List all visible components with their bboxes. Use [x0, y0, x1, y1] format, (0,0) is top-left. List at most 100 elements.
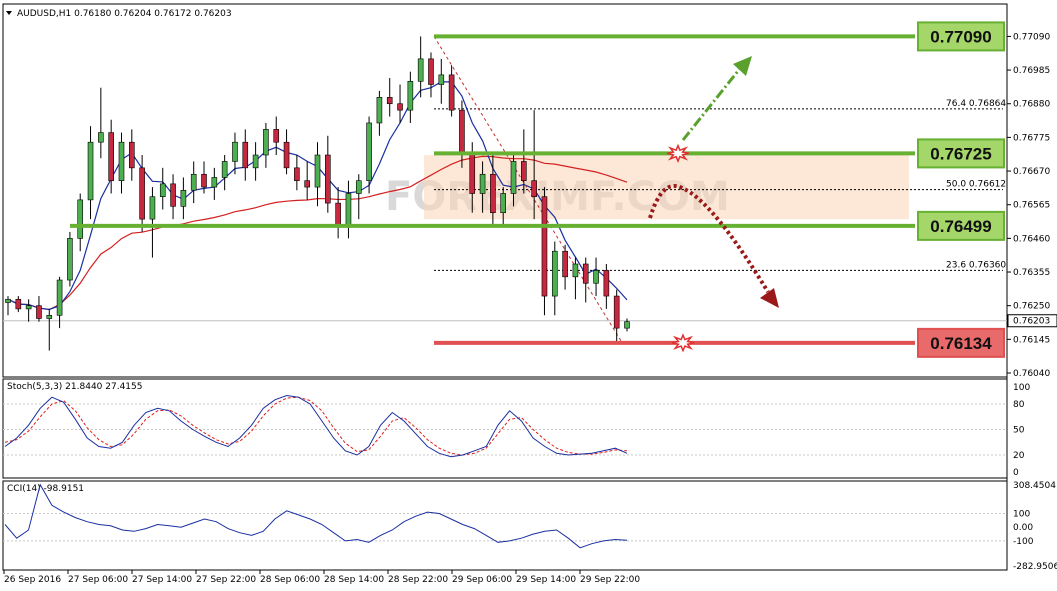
- candle-body: [572, 263, 579, 278]
- candle-body: [521, 161, 527, 181]
- candle-body: [242, 141, 249, 169]
- level-box: [917, 21, 1005, 52]
- candle-body: [603, 270, 610, 297]
- candle-body: [170, 183, 176, 207]
- price-tick-label: 0.76355: [1013, 268, 1050, 278]
- time-label: 27 Sep 14:00: [132, 575, 192, 585]
- candle-body: [479, 173, 486, 194]
- fib-label: 50.0 0.76612: [946, 180, 1006, 190]
- candle-body: [613, 295, 620, 329]
- level-label: 0.76725: [930, 144, 991, 163]
- candle-body: [345, 193, 352, 226]
- candle-body: [252, 154, 259, 169]
- cci-title: CCI(14) -98.9151: [7, 484, 84, 494]
- candle-body: [500, 193, 507, 214]
- candle-body: [201, 173, 207, 188]
- time-label: 29 Sep 22:00: [580, 575, 640, 585]
- price-tick-label: 0.76775: [1013, 133, 1050, 143]
- time-label: 26 Sep 2016: [4, 575, 61, 585]
- cci-line: [4, 483, 628, 549]
- bullish-arrow: [681, 65, 744, 141]
- time-label: 27 Sep 06:00: [68, 575, 128, 585]
- candle-body: [438, 74, 445, 85]
- candle-body: [221, 161, 228, 178]
- candle-body: [376, 97, 383, 124]
- fib-label: 23.6 0.76360: [946, 260, 1006, 270]
- time-label: 28 Sep 22:00: [388, 575, 448, 585]
- stoch-main-line: [4, 394, 628, 458]
- price-tick-label: 0.76145: [1013, 335, 1050, 345]
- level-label: 0.76134: [930, 334, 992, 353]
- bullish-arrow-head: [733, 56, 752, 76]
- bearish-arrow: [648, 184, 770, 294]
- price-tick-label: 0.76040: [1013, 369, 1050, 379]
- candle-body: [98, 132, 104, 143]
- candle-body: [366, 122, 372, 181]
- candle-body: [294, 167, 300, 181]
- candle-body: [490, 173, 496, 214]
- candle-body: [139, 167, 145, 220]
- level-box: [917, 210, 1005, 241]
- price-tick-label: 0.76985: [1013, 66, 1050, 76]
- price-tick-label: 0.76460: [1013, 234, 1050, 244]
- candle-body: [397, 103, 403, 111]
- candle-body: [15, 298, 22, 310]
- current-price-box: [1007, 314, 1057, 328]
- time-label: 27 Sep 22:00: [196, 575, 256, 585]
- price-tick-label: 0.76880: [1013, 100, 1050, 110]
- bearish-arrow-head: [760, 288, 779, 308]
- stoch-tick-label: 80: [1013, 400, 1025, 410]
- price-tick-label: 0.77090: [1013, 32, 1050, 42]
- time-label: 29 Sep 14:00: [516, 575, 576, 585]
- candle-body: [190, 173, 197, 191]
- symbol-line: AUDUSD,H1 0.76180 0.76204 0.76172 0.7620…: [17, 9, 232, 19]
- candle-body: [562, 250, 568, 278]
- time-label: 28 Sep 14:00: [324, 575, 384, 585]
- candle-body: [428, 58, 434, 85]
- candle-body: [314, 154, 321, 188]
- cci-tick-label: 0.00: [1013, 523, 1033, 533]
- price-tick-label: 0.76250: [1013, 302, 1050, 312]
- fib-trend-line: [433, 36, 624, 345]
- current-price-label: 0.76203: [1013, 317, 1050, 327]
- candle-body: [149, 196, 156, 220]
- candle-body: [325, 154, 331, 204]
- candle-body: [56, 279, 63, 316]
- candle-body: [551, 250, 558, 297]
- stoch-tick-label: 20: [1013, 451, 1025, 461]
- stoch-tick-label: 0: [1013, 468, 1019, 478]
- candle-body: [304, 180, 310, 188]
- cci-tick-label: -282.9506: [1013, 562, 1057, 572]
- candle-body: [531, 180, 537, 197]
- candle-body: [232, 141, 238, 162]
- price-tick-label: 0.76670: [1013, 167, 1050, 177]
- target-marker: [671, 333, 695, 353]
- candle-body: [459, 109, 465, 153]
- dropdown-icon: [6, 11, 12, 15]
- breakout-marker: [666, 143, 690, 164]
- stoch-signal-line: [4, 396, 628, 456]
- time-label: 28 Sep 06:00: [260, 575, 320, 585]
- stoch-panel: [2, 378, 1008, 479]
- candle-body: [510, 161, 517, 194]
- candle-body: [263, 129, 269, 156]
- level-box: [917, 138, 1005, 169]
- candle-body: [335, 202, 341, 226]
- candle-body: [67, 238, 73, 281]
- level-box: [917, 327, 1005, 358]
- candle-body: [417, 58, 424, 82]
- candle-body: [407, 80, 414, 111]
- candle-body: [582, 263, 589, 284]
- candle-body: [283, 141, 290, 169]
- cci-tick-label: 308.4504: [1013, 481, 1056, 491]
- fib-label: 76.4 0.76864: [946, 99, 1006, 109]
- cci-tick-label: -100: [1013, 537, 1034, 547]
- candle-body: [25, 305, 32, 310]
- candle-body: [386, 97, 393, 105]
- candle-body: [211, 177, 218, 188]
- candle-body: [273, 129, 280, 143]
- candle-body: [87, 141, 94, 201]
- candle-body: [118, 141, 125, 181]
- candle-body: [355, 180, 362, 194]
